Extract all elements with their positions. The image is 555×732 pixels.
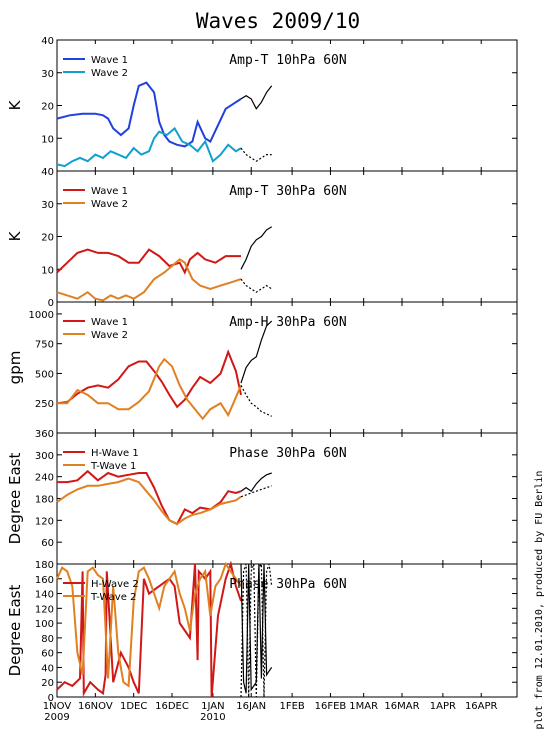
series-line-forecast-2 [240, 472, 272, 493]
series-line-wave-2 [57, 357, 242, 421]
y-tick-label: 750 [35, 340, 54, 351]
y-tick-label: 240 [35, 473, 54, 484]
y-tick-label: 30 [41, 200, 54, 211]
panel-title: Amp-H 30hPa 60N [229, 315, 346, 330]
y-axis-label: Degree East [6, 585, 24, 677]
credit-text: plot from 12.01.2010, produced by FU Ber… [534, 471, 545, 730]
x-year-label: 2009 [44, 712, 69, 723]
x-tick-label: 16APR [465, 701, 498, 712]
y-tick-label: 160 [35, 575, 54, 586]
y-tick-label: 180 [35, 560, 54, 571]
series-line-forecast-3 [240, 562, 273, 698]
x-tick-label: 16MAR [384, 701, 419, 712]
legend-label: H-Wave 2 [91, 579, 139, 590]
legend-label: Wave 2 [91, 199, 128, 210]
x-tick-label: 16NOV [78, 701, 113, 712]
series-line-t-wave-2 [56, 561, 242, 688]
y-tick-label: 10 [41, 265, 54, 276]
panel-title: Phase 30hPa 60N [229, 446, 346, 461]
y-axis-label: gpm [6, 351, 24, 385]
x-tick-label: 1NOV [43, 701, 72, 712]
legend-label: T-Wave 1 [90, 461, 136, 472]
x-tick-label: 1FEB [279, 701, 304, 712]
series-line-forecast-2 [240, 226, 273, 270]
y-tick-label: 0 [48, 298, 54, 309]
y-tick-label: 20 [41, 678, 54, 689]
panel-4: 60 120 180 240 300 Degree East H-Wave 1 T-Wave … [6, 432, 518, 565]
x-year-label: 2010 [200, 712, 225, 723]
series-line-wave-1 [56, 349, 242, 409]
y-tick-label: 360 [35, 429, 54, 440]
x-tick-label: 1DEC [120, 701, 147, 712]
series-line-forecast-2 [240, 563, 273, 694]
y-axis-label: K [6, 99, 24, 110]
panel-3: 250 500 750 1000 360 gpm Wave 1 Wave 2 Amp-H 30h… [6, 301, 518, 440]
panel-title: Amp-T 10hPa 60N [229, 53, 346, 68]
y-tick-label: 140 [35, 590, 54, 601]
legend-label: H-Wave 1 [91, 448, 139, 459]
y-tick-label: 1000 [29, 310, 54, 321]
series-line-wave-1 [56, 248, 241, 275]
x-tick-label: 16FEB [315, 701, 347, 712]
panel-frame [56, 563, 518, 698]
panel-1: 10 20 30 40 40 K Wave 1 Wave 2 Amp-T 10hPa 60N [6, 36, 518, 178]
x-axis: 1NOV 16NOV 1DEC 16DEC 1JAN 16JAN 1FEB 16FEB 1MAR… [43, 701, 498, 723]
panel-title: Amp-T 30hPa 60N [229, 184, 346, 199]
y-tick-label: 30 [41, 69, 54, 80]
y-tick-label: 500 [35, 369, 54, 380]
series-line-forecast-3 [240, 147, 272, 162]
series-line-wave-2 [56, 258, 242, 302]
y-axis-label: K [6, 230, 24, 241]
y-tick-label: 0 [48, 693, 54, 704]
series-line-forecast-3 [240, 485, 272, 498]
y-tick-label: 300 [35, 451, 54, 462]
legend-label: Wave 1 [91, 186, 128, 197]
legend-label: T-Wave 2 [90, 592, 136, 603]
y-axis-label: Degree East [6, 453, 24, 545]
series-line-wave-1 [56, 81, 242, 148]
y-tick-label: 10 [41, 134, 54, 145]
x-tick-label: 16DEC [155, 701, 189, 712]
y-tick-label: 60 [41, 538, 54, 549]
panel-5: 0 20 40 60 80 100 120 140 160 180 Degree East H-Wav… [6, 560, 518, 704]
legend-label: Wave 2 [91, 68, 128, 79]
x-tick-label: 1APR [430, 701, 456, 712]
y-tick-label: 60 [41, 649, 54, 660]
y-tick-label: 100 [35, 619, 54, 630]
y-tick-label: 20 [41, 102, 54, 113]
legend-label: Wave 1 [91, 317, 128, 328]
x-tick-label: 16JAN [236, 701, 266, 712]
y-tick-label: 20 [41, 233, 54, 244]
y-tick-label: 40 [41, 36, 54, 47]
y-tick-label: 80 [41, 634, 54, 645]
y-tick-label: 120 [35, 604, 54, 615]
panel-2: 0 10 20 30 K Wave 1 Wave 2 Amp-T 30hPa 60N [6, 170, 518, 309]
panel-title: Phase 30hPa 60N [229, 577, 346, 592]
y-tick-label: 180 [35, 495, 54, 506]
main-title: Waves 2009/10 [196, 9, 360, 33]
y-tick-label: 120 [35, 516, 54, 527]
x-tick-label: 1MAR [349, 701, 378, 712]
series-line-forecast-3 [240, 385, 272, 417]
series-line-forecast-3 [240, 278, 273, 293]
y-tick-label: 40 [41, 663, 54, 674]
series-line-h-wave-1 [57, 469, 242, 526]
series-line-t-wave-1 [56, 477, 242, 526]
legend-label: Wave 2 [91, 330, 128, 341]
series-line-forecast-2 [240, 85, 273, 110]
series-line-forecast-2 [240, 320, 273, 384]
series-line-wave-2 [56, 126, 242, 168]
legend-label: Wave 1 [91, 55, 128, 66]
x-tick-label: 1JAN [201, 701, 224, 712]
y-tick-label: 40 [41, 167, 54, 178]
y-tick-label: 250 [35, 399, 54, 410]
